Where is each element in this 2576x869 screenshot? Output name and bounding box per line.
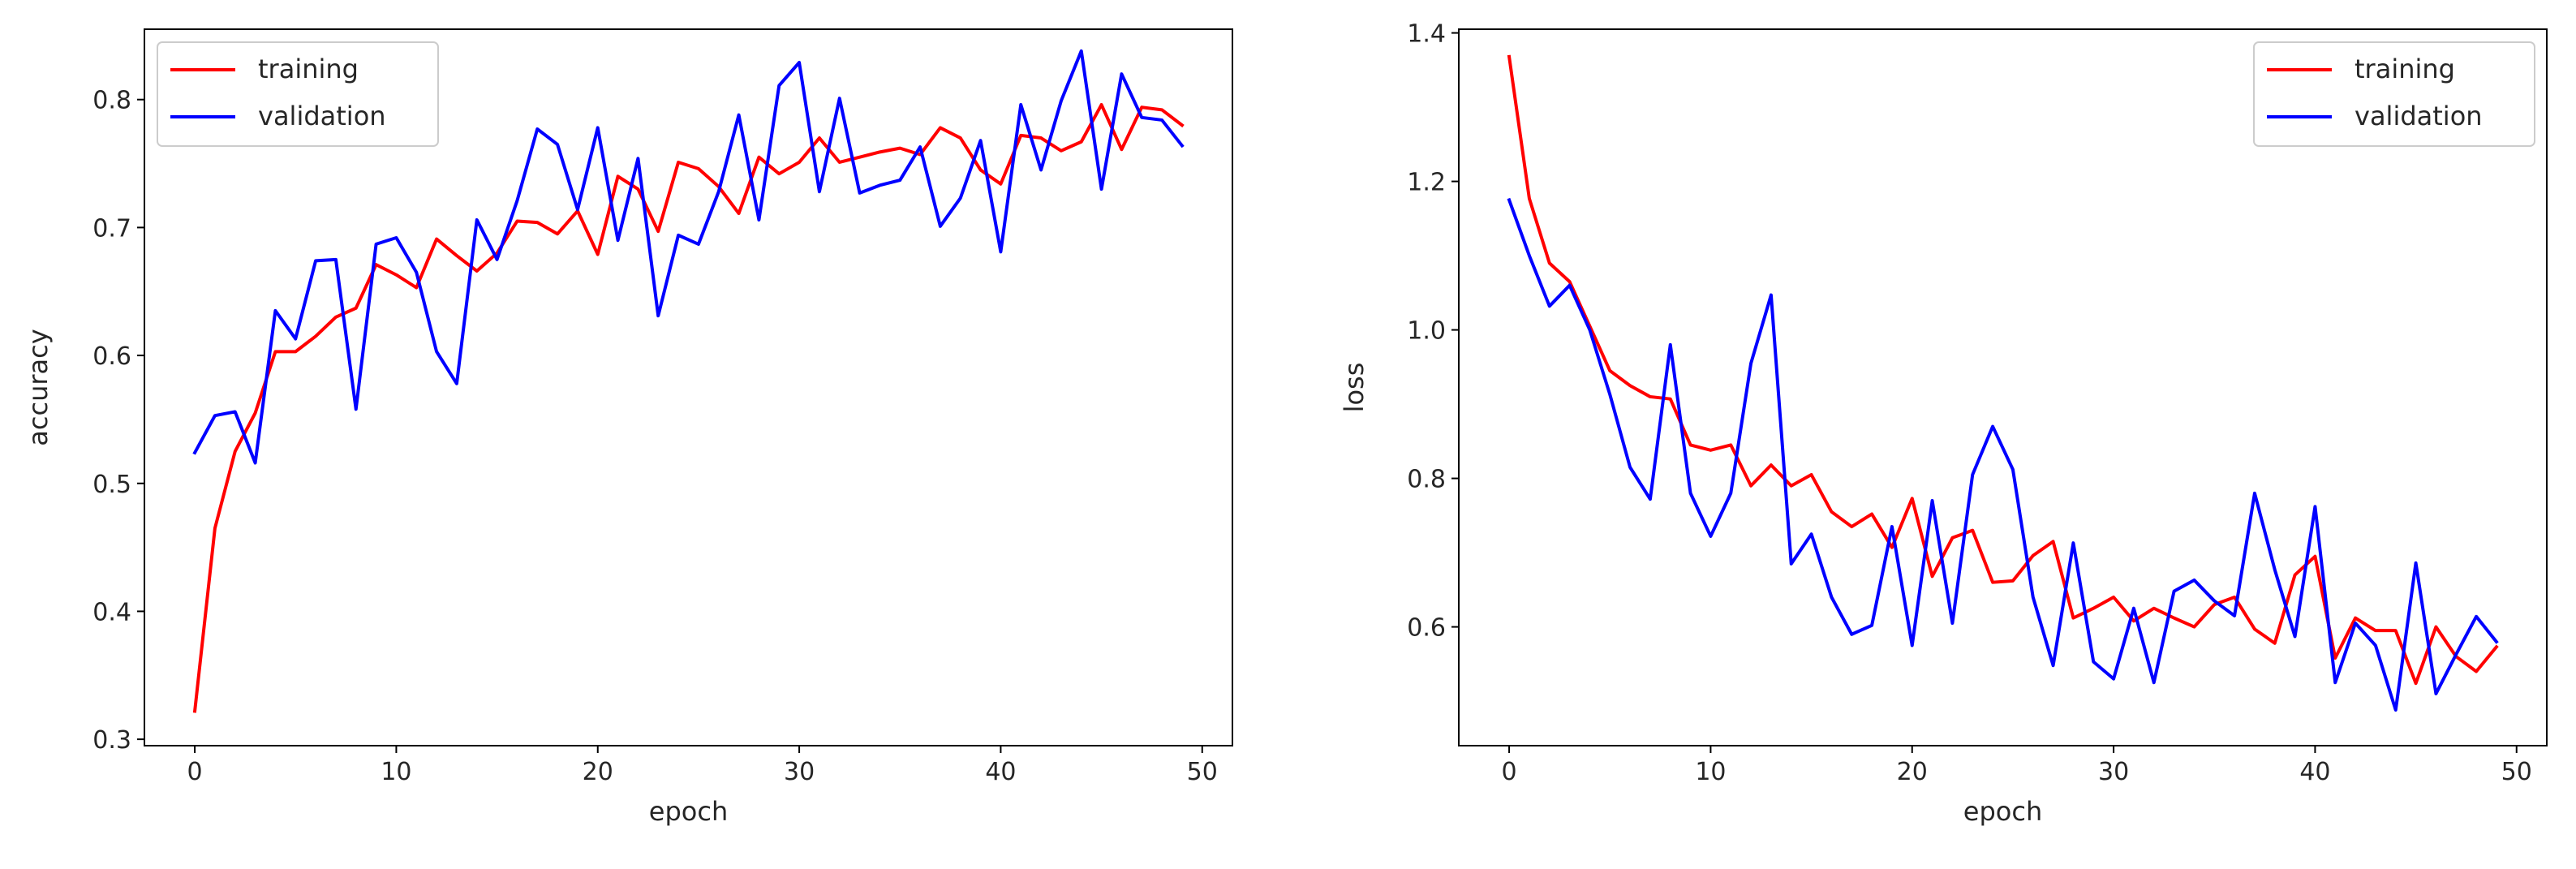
x-axis-label: epoch — [649, 796, 728, 827]
y-tick-label: 0.8 — [1407, 466, 1446, 494]
legend-label-validation: validation — [258, 101, 386, 131]
y-tick-label: 0.6 — [1407, 614, 1446, 643]
y-tick-label: 0.7 — [92, 214, 131, 243]
y-tick-label: 0.8 — [92, 87, 131, 115]
x-tick-label: 50 — [2501, 758, 2532, 786]
x-tick-label: 30 — [2098, 758, 2129, 786]
x-tick-label: 20 — [1897, 758, 1928, 786]
x-tick-label: 10 — [1695, 758, 1726, 786]
y-tick-label: 0.4 — [92, 598, 131, 626]
y-tick-label: 0.6 — [92, 342, 131, 371]
x-tick-label: 30 — [784, 758, 815, 786]
axes-frame — [144, 28, 1233, 746]
y-tick-label: 1.0 — [1407, 317, 1446, 346]
x-tick-label: 0 — [1502, 758, 1517, 786]
y-tick-label: 1.4 — [1407, 20, 1446, 49]
x-tick-label: 10 — [381, 758, 411, 786]
legend: training validation — [157, 41, 439, 147]
series-line-training — [192, 103, 1185, 713]
x-tick-label: 50 — [1187, 758, 1218, 786]
axes-frame — [1458, 28, 2548, 746]
loss-panel: 0 10 20 30 40 50 0.6 0.8 1.0 1.2 1.4 epoch loss train… — [1339, 20, 2548, 827]
y-axis-label: loss — [1339, 363, 1370, 413]
legend: training validation — [2253, 41, 2535, 147]
y-axis-label: accuracy — [23, 329, 54, 445]
legend-label-training: training — [2355, 54, 2455, 84]
legend-label-validation: validation — [2355, 101, 2483, 131]
y-tick-label: 0.3 — [92, 726, 131, 755]
x-tick-label: 0 — [187, 758, 203, 786]
y-tick-label: 1.2 — [1407, 169, 1446, 197]
series-line-validation — [192, 49, 1185, 465]
x-tick-label: 40 — [985, 758, 1016, 786]
accuracy-panel: 0 10 20 30 40 50 0.3 0.4 0.5 0.6 0.7 0.8 epoch accura… — [23, 28, 1233, 827]
series-line-validation — [1507, 197, 2499, 712]
x-axis-label: epoch — [1963, 796, 2042, 827]
y-tick-label: 0.5 — [92, 471, 131, 499]
x-tick-label: 40 — [2299, 758, 2330, 786]
legend-label-training: training — [258, 54, 359, 84]
x-tick-label: 20 — [583, 758, 613, 786]
